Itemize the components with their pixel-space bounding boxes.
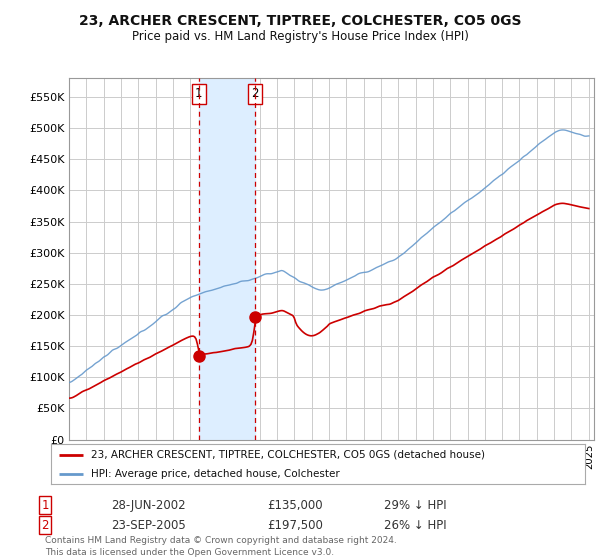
Text: 23, ARCHER CRESCENT, TIPTREE, COLCHESTER, CO5 0GS: 23, ARCHER CRESCENT, TIPTREE, COLCHESTER…: [79, 14, 521, 28]
Text: 1: 1: [41, 498, 49, 512]
Text: 2: 2: [41, 519, 49, 532]
Text: HPI: Average price, detached house, Colchester: HPI: Average price, detached house, Colc…: [91, 469, 340, 479]
Text: £197,500: £197,500: [267, 519, 323, 532]
Text: 26% ↓ HPI: 26% ↓ HPI: [384, 519, 446, 532]
Text: Contains HM Land Registry data © Crown copyright and database right 2024.
This d: Contains HM Land Registry data © Crown c…: [45, 536, 397, 557]
Bar: [199, 78, 255, 440]
Text: Price paid vs. HM Land Registry's House Price Index (HPI): Price paid vs. HM Land Registry's House …: [131, 30, 469, 43]
Text: 2: 2: [251, 87, 259, 100]
Text: 28-JUN-2002: 28-JUN-2002: [111, 498, 185, 512]
Text: 29% ↓ HPI: 29% ↓ HPI: [384, 498, 446, 512]
Text: 23-SEP-2005: 23-SEP-2005: [111, 519, 186, 532]
Text: 1: 1: [195, 87, 203, 100]
Text: 23, ARCHER CRESCENT, TIPTREE, COLCHESTER, CO5 0GS (detached house): 23, ARCHER CRESCENT, TIPTREE, COLCHESTER…: [91, 450, 485, 460]
Text: £135,000: £135,000: [267, 498, 323, 512]
